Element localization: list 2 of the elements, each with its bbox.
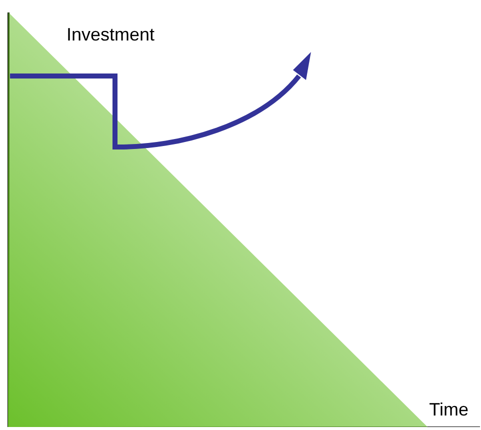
y-axis-title: Investment	[66, 24, 155, 44]
x-axis-title: Time	[429, 400, 468, 420]
